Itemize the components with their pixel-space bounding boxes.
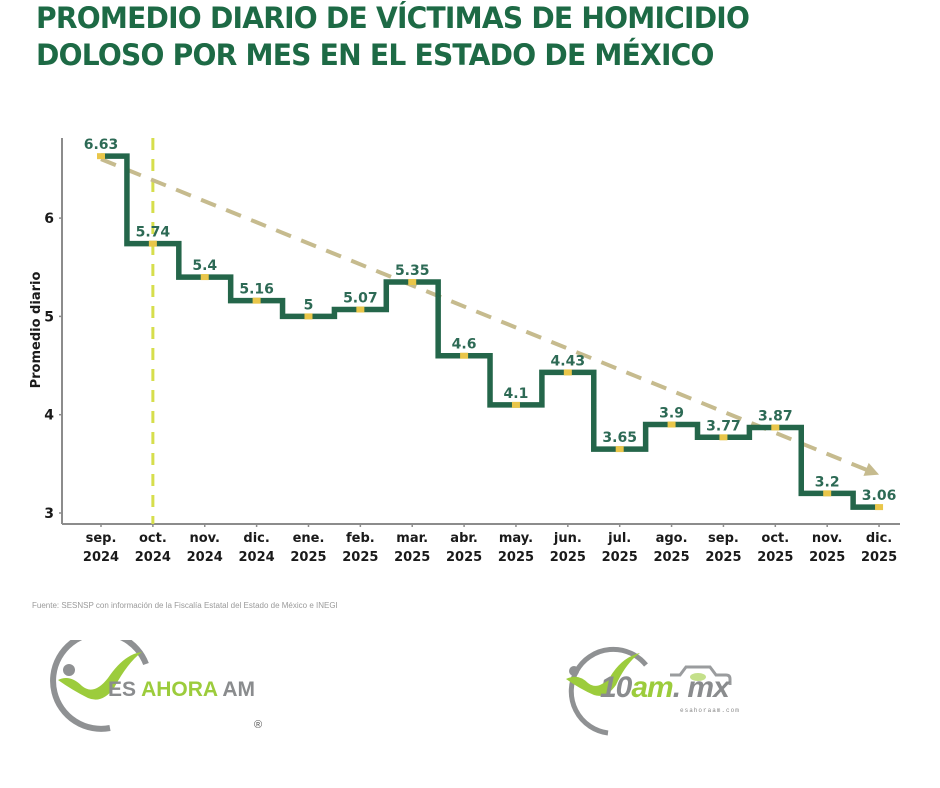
data-value-label: 3.65	[602, 430, 637, 446]
trend-arrow	[100, 157, 880, 476]
data-value-label: 3.87	[758, 408, 793, 424]
data-point-marker	[563, 369, 572, 376]
source-note: Fuente: SESNSP con información de la Fis…	[32, 601, 338, 610]
data-point-marker	[823, 490, 832, 497]
x-tick-label: sep. 2024	[83, 531, 119, 565]
y-axis-tick-labels: 3 4 5 6	[44, 211, 62, 522]
checkmark-camera-icon	[566, 646, 732, 736]
y-tick-label: 3	[44, 506, 54, 522]
data-value-label: 3.77	[706, 418, 741, 434]
data-value-label: 5.4	[192, 258, 217, 274]
x-tick-label: sep. 2025	[705, 531, 741, 565]
logo-10am-mx-subtext: esahoraam.com	[680, 707, 740, 714]
y-axis-label: Promedio diario	[29, 272, 44, 389]
x-tick-label: ene. 2025	[290, 531, 326, 565]
data-point-marker	[148, 240, 157, 247]
x-tick-label: jun. 2025	[550, 531, 586, 565]
data-point-marker	[771, 424, 780, 431]
data-point-marker	[460, 352, 469, 359]
data-point-marker	[356, 306, 365, 313]
x-tick-label: may. 2025	[498, 531, 534, 565]
data-value-label: 5.35	[395, 263, 430, 279]
data-value-label: 6.63	[84, 137, 119, 153]
data-point-marker	[200, 274, 209, 281]
data-value-label: 3.06	[862, 488, 897, 504]
x-tick-label: jul. 2025	[602, 531, 638, 565]
chart-axes	[61, 138, 900, 525]
registered-mark: ®	[254, 719, 263, 731]
chart-title-line-2: DOLOSO POR MES EN EL ESTADO DE MÉXICO	[36, 38, 714, 72]
data-value-label: 3.9	[659, 406, 684, 422]
step-chart: 6.63 5.74 5.4 5.16 5 5.07 5.35 4.6 4.1 4.43 3.65 3.…	[29, 137, 900, 565]
x-tick-label: nov. 2024	[187, 531, 223, 565]
data-point-marker	[304, 313, 313, 320]
y-tick-label: 4	[44, 408, 54, 424]
y-tick-label: 5	[44, 309, 54, 325]
x-tick-label: nov. 2025	[809, 531, 845, 565]
x-tick-label: oct. 2025	[757, 531, 793, 565]
data-point-marker	[97, 153, 105, 160]
data-value-label: 4.6	[452, 337, 477, 353]
data-point-marker	[719, 434, 728, 441]
logo-es-ahora-am: ES AHORA AM ®	[50, 629, 290, 750]
y-tick-label: 6	[44, 211, 54, 227]
data-value-label: 4.43	[551, 353, 586, 369]
data-point-marker	[615, 446, 624, 453]
x-tick-label: oct. 2024	[135, 531, 171, 565]
chart-title-line-1: PROMEDIO DIARIO DE VÍCTIMAS DE HOMICIDIO	[36, 1, 750, 35]
x-tick-label: ago. 2025	[653, 531, 689, 565]
data-value-label: 5.07	[343, 291, 378, 307]
data-value-label: 3.2	[815, 474, 840, 490]
data-point-marker	[408, 278, 417, 285]
data-value-label: 5	[304, 297, 314, 313]
logo-10am-mx: 10am. mx esahoraam.com	[560, 645, 750, 745]
data-series	[101, 153, 880, 510]
x-tick-label: feb. 2025	[342, 531, 378, 565]
logo-10am-mx-text: 10am. mx	[600, 671, 730, 704]
x-tick-label: abr. 2025	[446, 531, 482, 565]
x-axis-tick-labels: sep. 2024 oct. 2024 nov. 2024 dic. 2024 ene. 2025…	[83, 524, 897, 565]
data-value-label: 5.16	[239, 282, 274, 298]
data-labels: 6.63 5.74 5.4 5.16 5 5.07 5.35 4.6 4.1 4.43 3.65 3.…	[84, 137, 897, 511]
data-point-marker	[252, 297, 261, 304]
x-tick-label: dic. 2025	[861, 531, 897, 565]
checkmark-swoosh-icon	[50, 629, 149, 732]
data-value-label: 5.74	[136, 225, 171, 241]
x-tick-label: mar. 2025	[394, 531, 430, 565]
data-point-marker	[667, 421, 676, 428]
data-value-label: 4.1	[504, 386, 529, 402]
chart-title: PROMEDIO DIARIO DE VÍCTIMAS DE HOMICIDIO…	[36, 0, 870, 74]
step-line	[101, 153, 880, 510]
x-tick-label: dic. 2024	[239, 531, 275, 565]
data-point-marker	[875, 504, 884, 511]
data-point-marker	[511, 401, 520, 408]
logo-es-ahora-am-text: ES AHORA AM	[108, 678, 256, 701]
